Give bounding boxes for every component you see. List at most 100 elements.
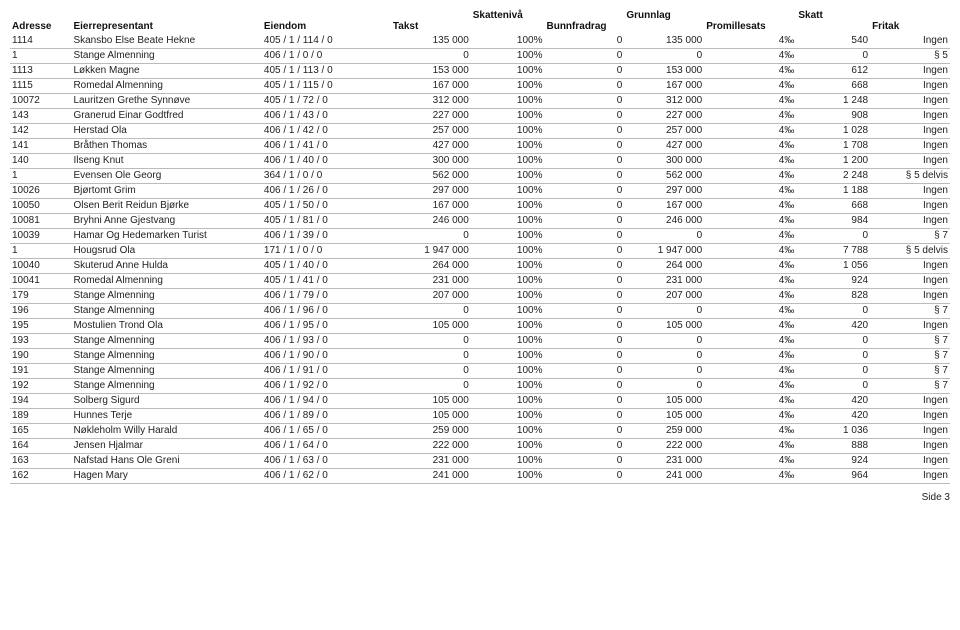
cell-adresse: 194 bbox=[10, 393, 71, 408]
cell-eiendom: 405 / 1 / 114 / 0 bbox=[262, 34, 391, 49]
cell-bunnfradrag: 0 bbox=[544, 243, 624, 258]
cell-grunnlag: 241 000 bbox=[624, 468, 704, 483]
table-row: 191Stange Almenning406 / 1 / 91 / 00100%… bbox=[10, 363, 950, 378]
cell-adresse: 1115 bbox=[10, 78, 71, 93]
cell-skatteniva: 100% bbox=[471, 408, 545, 423]
cell-skatt: 540 bbox=[796, 34, 870, 49]
cell-promille: 4‰ bbox=[704, 34, 796, 49]
cell-skatt: 828 bbox=[796, 288, 870, 303]
cell-takst: 241 000 bbox=[391, 468, 471, 483]
cell-fritak: § 7 bbox=[870, 363, 950, 378]
cell-grunnlag: 207 000 bbox=[624, 288, 704, 303]
cell-eier: Herstad Ola bbox=[71, 123, 261, 138]
cell-bunnfradrag: 0 bbox=[544, 408, 624, 423]
cell-adresse: 191 bbox=[10, 363, 71, 378]
cell-promille: 4‰ bbox=[704, 63, 796, 78]
cell-grunnlag: 231 000 bbox=[624, 453, 704, 468]
cell-eier: Bryhni Anne Gjestvang bbox=[71, 213, 261, 228]
cell-fritak: Ingen bbox=[870, 198, 950, 213]
table-row: 1115Romedal Almenning405 / 1 / 115 / 016… bbox=[10, 78, 950, 93]
cell-grunnlag: 312 000 bbox=[624, 93, 704, 108]
cell-takst: 105 000 bbox=[391, 393, 471, 408]
cell-eier: Skansbo Else Beate Hekne bbox=[71, 34, 261, 49]
cell-grunnlag: 257 000 bbox=[624, 123, 704, 138]
cell-adresse: 1 bbox=[10, 168, 71, 183]
cell-skatt: 668 bbox=[796, 78, 870, 93]
cell-grunnlag: 0 bbox=[624, 48, 704, 63]
cell-adresse: 10041 bbox=[10, 273, 71, 288]
cell-takst: 312 000 bbox=[391, 93, 471, 108]
table-row: 194Solberg Sigurd406 / 1 / 94 / 0105 000… bbox=[10, 393, 950, 408]
cell-eier: Solberg Sigurd bbox=[71, 393, 261, 408]
cell-grunnlag: 105 000 bbox=[624, 393, 704, 408]
cell-promille: 4‰ bbox=[704, 408, 796, 423]
cell-skatteniva: 100% bbox=[471, 34, 545, 49]
cell-skatteniva: 100% bbox=[471, 288, 545, 303]
cell-skatteniva: 100% bbox=[471, 78, 545, 93]
cell-adresse: 162 bbox=[10, 468, 71, 483]
cell-promille: 4‰ bbox=[704, 453, 796, 468]
cell-eier: Bjørtomt Grim bbox=[71, 183, 261, 198]
header-grunnlag: Grunnlag bbox=[624, 8, 704, 21]
cell-adresse: 10039 bbox=[10, 228, 71, 243]
cell-promille: 4‰ bbox=[704, 213, 796, 228]
cell-skatteniva: 100% bbox=[471, 318, 545, 333]
cell-eiendom: 406 / 1 / 91 / 0 bbox=[262, 363, 391, 378]
cell-promille: 4‰ bbox=[704, 273, 796, 288]
cell-promille: 4‰ bbox=[704, 303, 796, 318]
cell-promille: 4‰ bbox=[704, 78, 796, 93]
cell-skatt: 1 036 bbox=[796, 423, 870, 438]
cell-bunnfradrag: 0 bbox=[544, 34, 624, 49]
cell-bunnfradrag: 0 bbox=[544, 333, 624, 348]
cell-eier: Evensen Ole Georg bbox=[71, 168, 261, 183]
cell-eiendom: 405 / 1 / 81 / 0 bbox=[262, 213, 391, 228]
cell-eiendom: 406 / 1 / 42 / 0 bbox=[262, 123, 391, 138]
cell-grunnlag: 0 bbox=[624, 228, 704, 243]
table-body: 1114Skansbo Else Beate Hekne405 / 1 / 11… bbox=[10, 34, 950, 484]
table-row: 140Ilseng Knut406 / 1 / 40 / 0300 000100… bbox=[10, 153, 950, 168]
cell-takst: 264 000 bbox=[391, 258, 471, 273]
cell-eiendom: 406 / 1 / 43 / 0 bbox=[262, 108, 391, 123]
cell-skatt: 1 200 bbox=[796, 153, 870, 168]
cell-takst: 167 000 bbox=[391, 78, 471, 93]
cell-takst: 231 000 bbox=[391, 273, 471, 288]
table-row: 1Stange Almenning406 / 1 / 0 / 00100%004… bbox=[10, 48, 950, 63]
cell-bunnfradrag: 0 bbox=[544, 138, 624, 153]
cell-skatt: 1 056 bbox=[796, 258, 870, 273]
cell-eier: Hamar Og Hedemarken Turist bbox=[71, 228, 261, 243]
cell-promille: 4‰ bbox=[704, 423, 796, 438]
cell-eiendom: 406 / 1 / 39 / 0 bbox=[262, 228, 391, 243]
cell-grunnlag: 297 000 bbox=[624, 183, 704, 198]
cell-bunnfradrag: 0 bbox=[544, 468, 624, 483]
cell-skatteniva: 100% bbox=[471, 438, 545, 453]
cell-takst: 257 000 bbox=[391, 123, 471, 138]
cell-takst: 562 000 bbox=[391, 168, 471, 183]
cell-skatt: 1 188 bbox=[796, 183, 870, 198]
cell-eiendom: 171 / 1 / 0 / 0 bbox=[262, 243, 391, 258]
cell-takst: 222 000 bbox=[391, 438, 471, 453]
cell-eiendom: 406 / 1 / 94 / 0 bbox=[262, 393, 391, 408]
table-row: 163Nafstad Hans Ole Greni406 / 1 / 63 / … bbox=[10, 453, 950, 468]
cell-grunnlag: 167 000 bbox=[624, 78, 704, 93]
cell-takst: 259 000 bbox=[391, 423, 471, 438]
cell-eiendom: 406 / 1 / 96 / 0 bbox=[262, 303, 391, 318]
cell-eiendom: 406 / 1 / 65 / 0 bbox=[262, 423, 391, 438]
cell-eier: Ilseng Knut bbox=[71, 153, 261, 168]
cell-bunnfradrag: 0 bbox=[544, 228, 624, 243]
cell-promille: 4‰ bbox=[704, 363, 796, 378]
cell-eiendom: 405 / 1 / 41 / 0 bbox=[262, 273, 391, 288]
cell-fritak: § 7 bbox=[870, 228, 950, 243]
cell-grunnlag: 0 bbox=[624, 378, 704, 393]
cell-skatt: 888 bbox=[796, 438, 870, 453]
cell-takst: 231 000 bbox=[391, 453, 471, 468]
cell-adresse: 196 bbox=[10, 303, 71, 318]
cell-bunnfradrag: 0 bbox=[544, 123, 624, 138]
cell-promille: 4‰ bbox=[704, 438, 796, 453]
cell-skatteniva: 100% bbox=[471, 273, 545, 288]
cell-skatt: 908 bbox=[796, 108, 870, 123]
header-eier: Eierrepresentant bbox=[71, 21, 261, 34]
cell-adresse: 179 bbox=[10, 288, 71, 303]
cell-bunnfradrag: 0 bbox=[544, 438, 624, 453]
cell-eier: Stange Almenning bbox=[71, 348, 261, 363]
cell-eier: Hougsrud Ola bbox=[71, 243, 261, 258]
